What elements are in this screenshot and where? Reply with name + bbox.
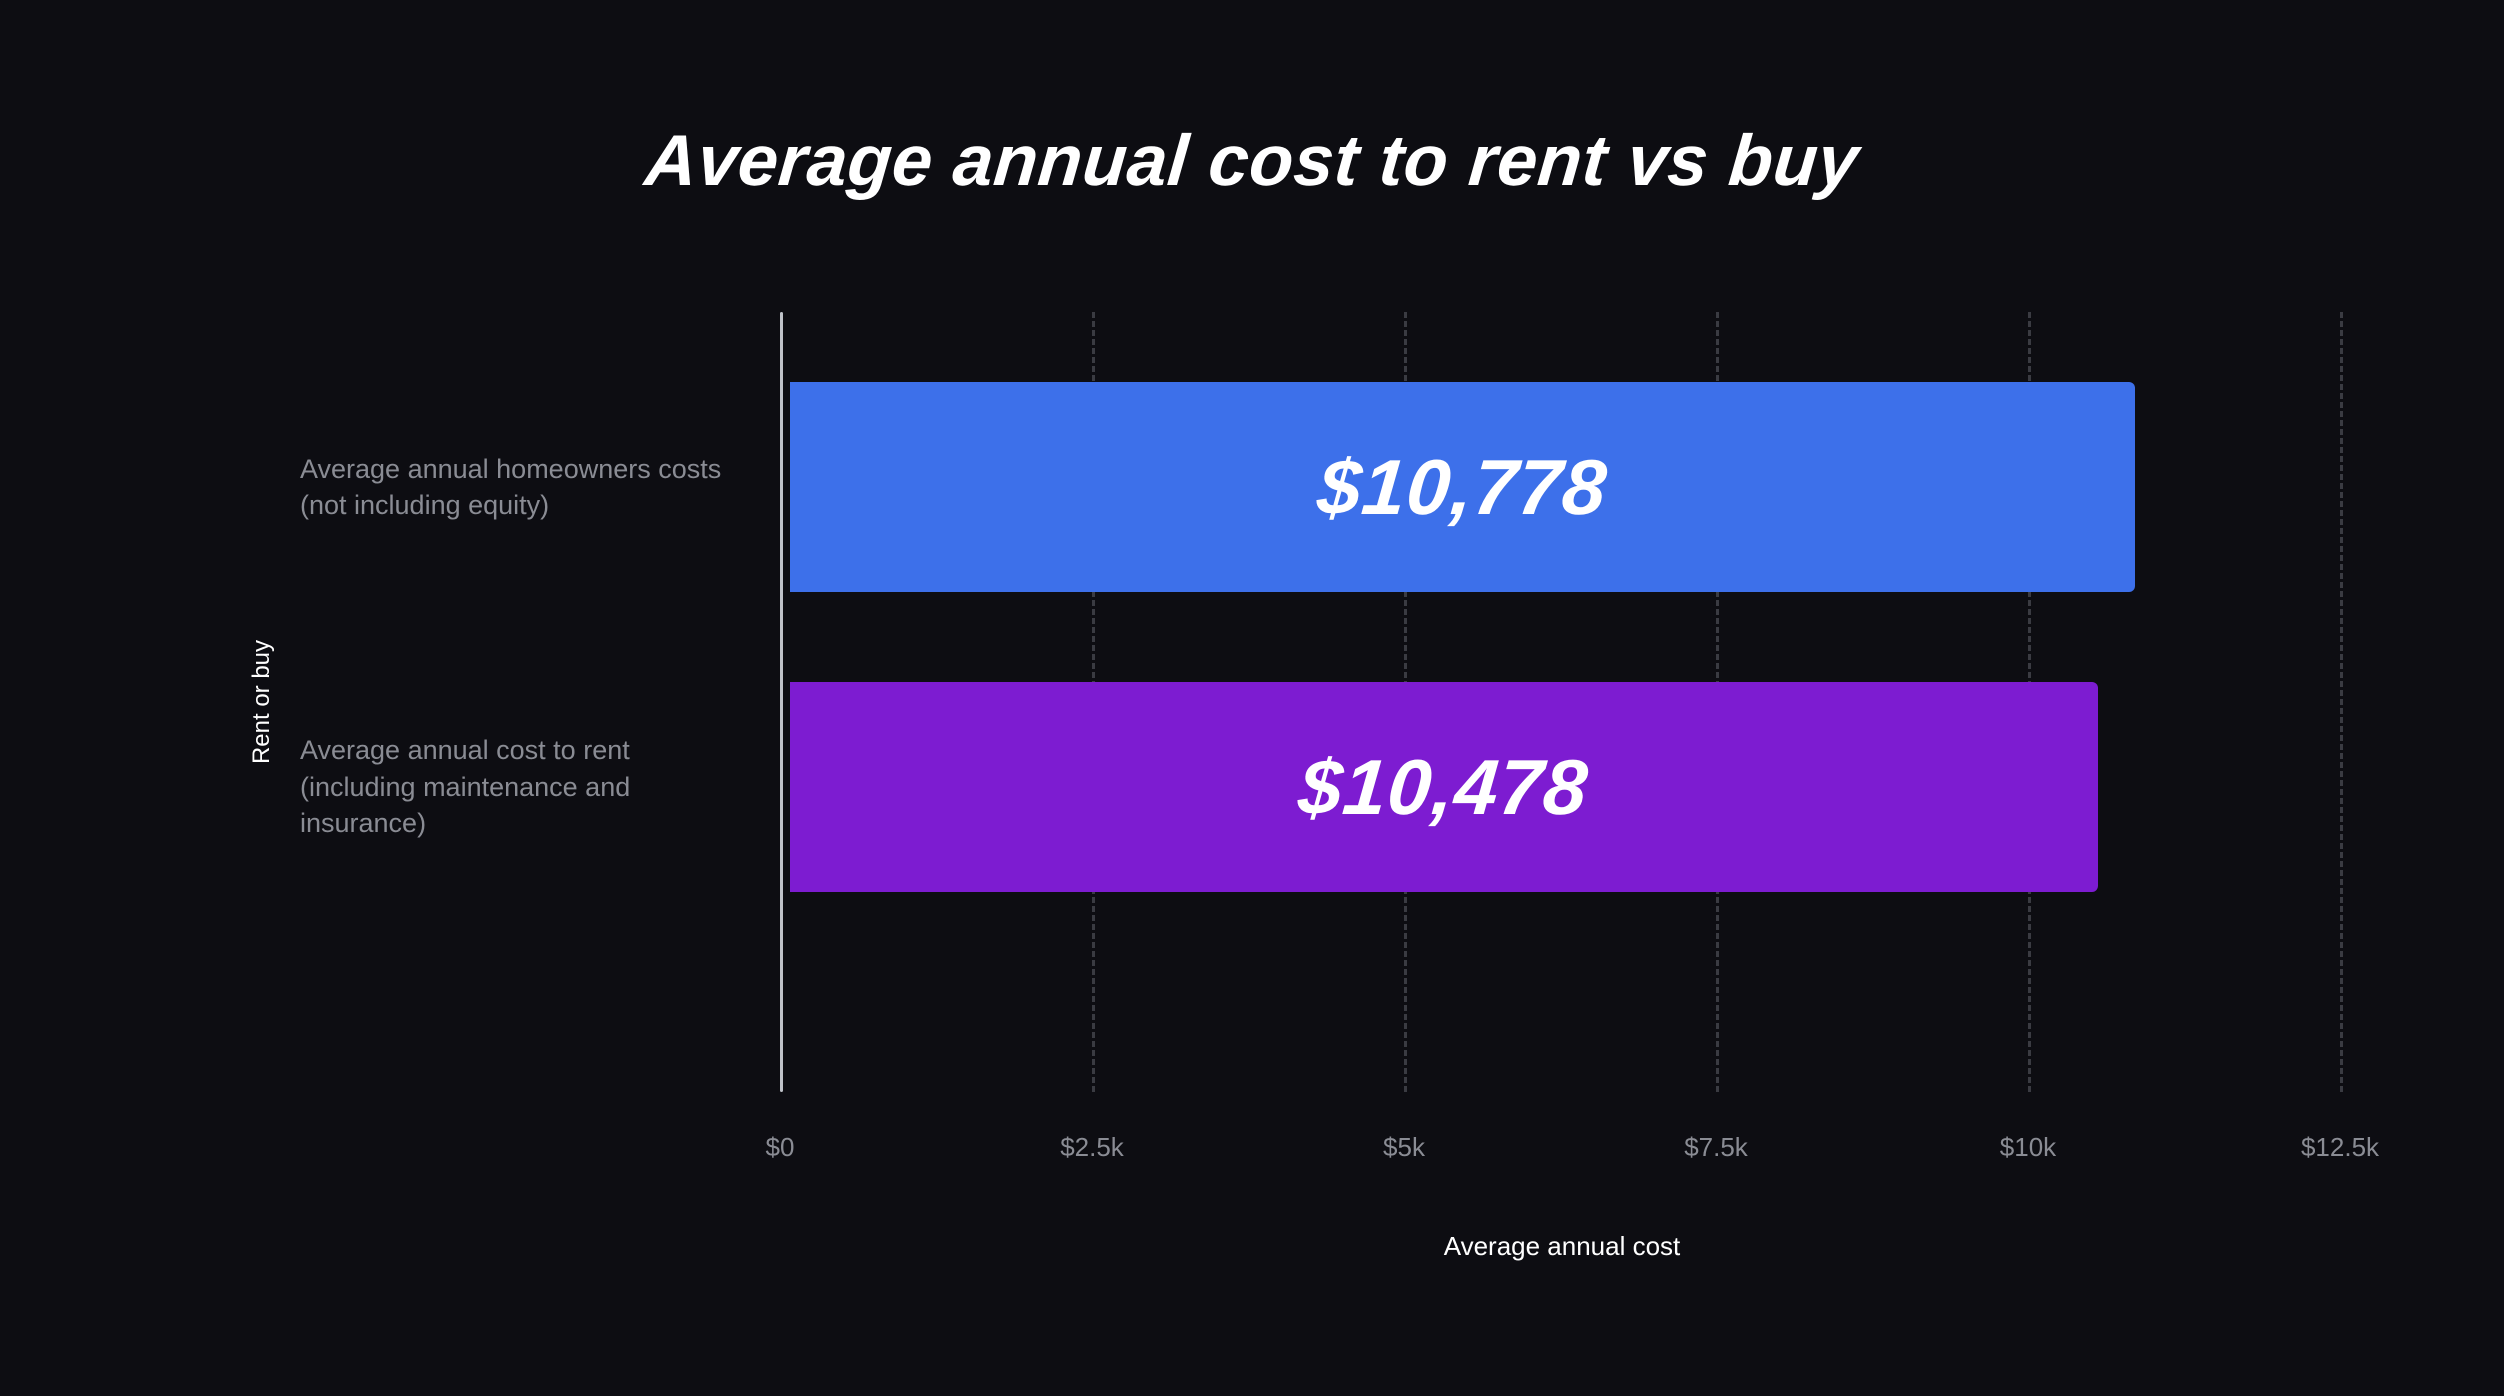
bar: $10,778 bbox=[790, 382, 2135, 592]
bar-value-label: $10,478 bbox=[1295, 742, 1592, 833]
plot-area: Rent or buy $0$2.5k$5k$7.5k$10k$12.5k Av… bbox=[300, 312, 2344, 1092]
bar-row: Average annual cost to rent (including m… bbox=[780, 682, 2344, 892]
x-tick-label: $2.5k bbox=[1060, 1132, 1124, 1163]
x-tick-label: $7.5k bbox=[1684, 1132, 1748, 1163]
bars-region: $0$2.5k$5k$7.5k$10k$12.5k Average annual… bbox=[780, 312, 2344, 1092]
x-tick-label: $10k bbox=[2000, 1132, 2056, 1163]
rent-vs-buy-chart: Average annual cost to rent vs buy Rent … bbox=[0, 0, 2504, 1396]
x-tick-label: $12.5k bbox=[2301, 1132, 2379, 1163]
chart-title: Average annual cost to rent vs buy bbox=[156, 120, 2347, 202]
y-axis-label: Rent or buy bbox=[248, 640, 276, 764]
x-axis-label: Average annual cost bbox=[780, 1231, 2344, 1262]
bar-category-label: Average annual cost to rent (including m… bbox=[300, 732, 730, 841]
x-tick-label: $5k bbox=[1383, 1132, 1425, 1163]
x-axis-ticks: $0$2.5k$5k$7.5k$10k$12.5k bbox=[780, 1132, 2344, 1162]
x-tick-label: $0 bbox=[766, 1132, 795, 1163]
bar-value-label: $10,778 bbox=[1314, 442, 1611, 533]
bar-category-label: Average annual homeowners costs (not inc… bbox=[300, 451, 730, 524]
bar-row: Average annual homeowners costs (not inc… bbox=[780, 382, 2344, 592]
bar: $10,478 bbox=[790, 682, 2098, 892]
